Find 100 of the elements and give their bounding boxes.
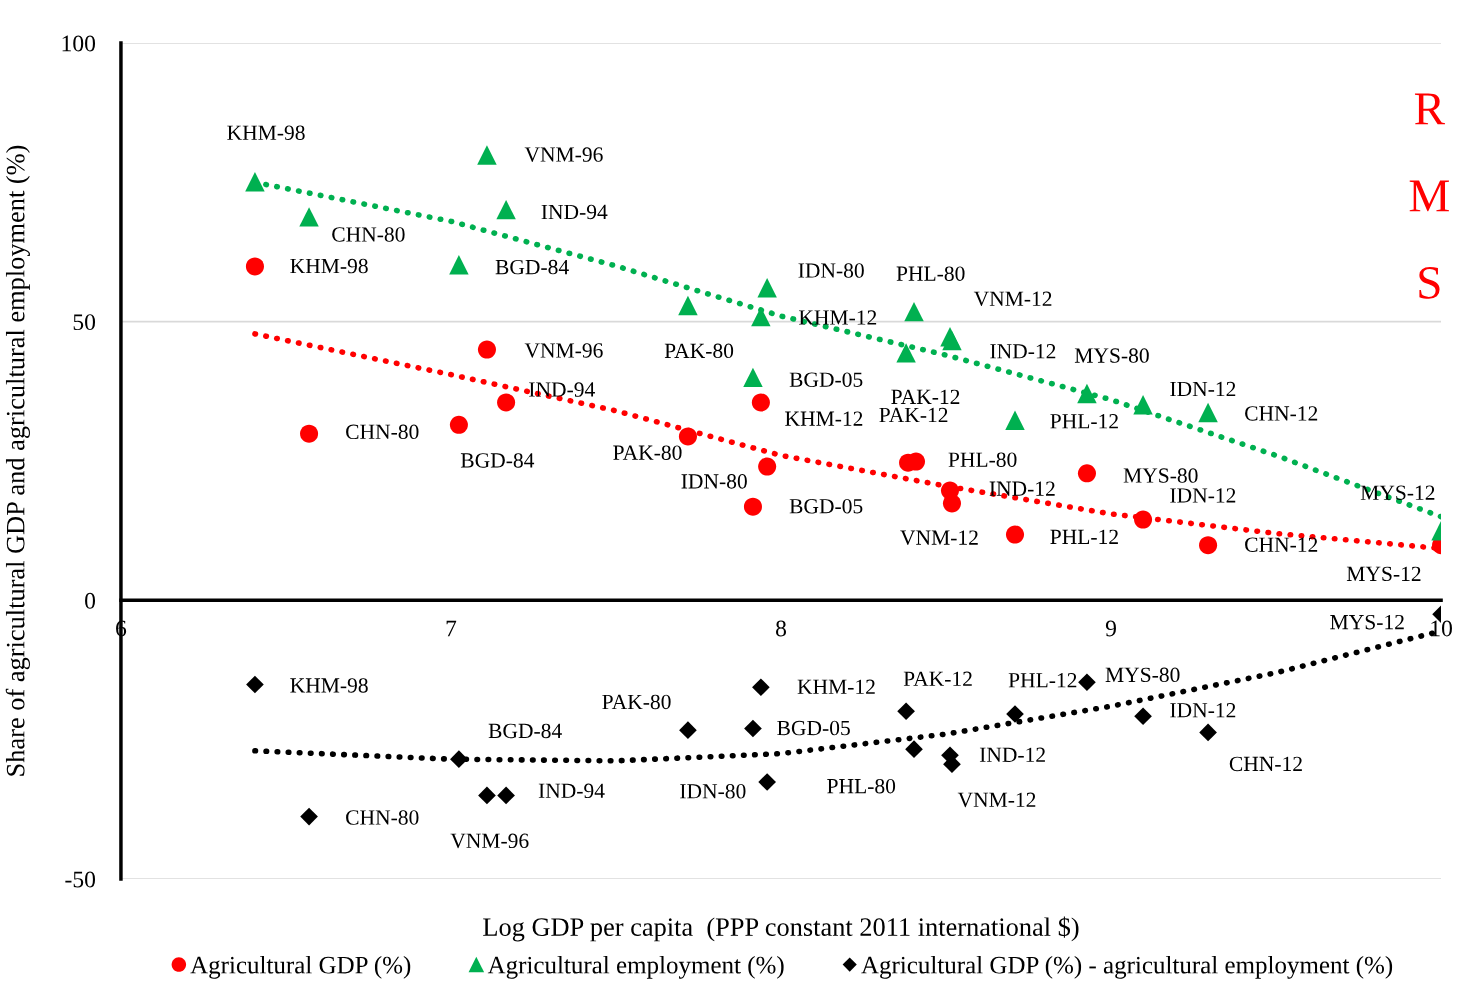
annotation: IDN-80 — [798, 263, 864, 278]
y-tick-label: -50 — [65, 871, 96, 888]
point — [1077, 383, 1097, 404]
y-tick-label: 100 — [62, 35, 96, 52]
annotation: KHM-12 — [799, 310, 877, 325]
point — [1005, 410, 1025, 431]
point — [299, 207, 319, 227]
point — [245, 172, 265, 192]
point — [478, 786, 496, 805]
annotation: CHN-12 — [1229, 756, 1302, 772]
point — [678, 427, 697, 446]
annotation: PAK-12 — [891, 389, 960, 404]
point — [477, 340, 496, 359]
annotation: MYS-80 — [1074, 348, 1149, 363]
point — [904, 301, 924, 322]
legend-label: Agricultural employment (%) — [487, 955, 784, 979]
point — [751, 393, 770, 412]
point — [497, 786, 515, 805]
annotation: IDN-12 — [1170, 381, 1236, 397]
legend-label: Agricultural GDP (%) - agricultural employment (%) — [861, 955, 1393, 979]
x-tick-label: 10 — [1431, 620, 1452, 637]
y-tick-label: 0 — [85, 592, 96, 609]
point — [1005, 525, 1025, 544]
point — [300, 424, 319, 443]
point — [497, 393, 516, 412]
annotation: IDN-12 — [1170, 703, 1236, 718]
annotation: PAK-80 — [664, 343, 734, 359]
y-axis-title: Share of agricultural GDP and agricultural employment (%) — [5, 145, 30, 776]
point — [758, 457, 777, 476]
annotation: BGD-05 — [777, 720, 850, 736]
annotation: CHN-12 — [1245, 406, 1318, 421]
annotation: IDN-80 — [680, 784, 746, 799]
annotation: IND-94 — [529, 382, 595, 397]
annotation: IDN-12 — [1170, 488, 1236, 503]
point — [1078, 673, 1096, 692]
annotation: PAK-80 — [613, 445, 682, 460]
annotation: BGD-84 — [488, 723, 562, 739]
point — [905, 740, 923, 758]
point — [246, 675, 264, 694]
annotation: CHN-80 — [346, 810, 419, 825]
annotation: KHM-98 — [290, 678, 368, 693]
point — [743, 497, 762, 516]
point — [679, 721, 697, 740]
annotation: VNM-96 — [524, 343, 603, 358]
annotation: PHL-80 — [827, 778, 896, 794]
point — [752, 678, 770, 697]
point — [897, 702, 915, 721]
annotation: MYS-80 — [1123, 468, 1198, 483]
annotation: MYS-12 — [1346, 566, 1421, 582]
annotation: IND-94 — [538, 783, 605, 799]
point — [496, 199, 516, 220]
point — [1134, 707, 1152, 726]
annotation: PHL-12 — [1050, 529, 1118, 544]
x-axis-title: Log GDP per capita (PPP constant 2011 international $) — [483, 916, 1079, 942]
point — [450, 750, 468, 769]
annotation: KHM-12 — [797, 679, 875, 694]
annotation: BGD-05 — [789, 372, 863, 387]
x-tick-label: 8 — [776, 620, 787, 637]
point — [449, 415, 468, 434]
point — [743, 367, 763, 388]
annotation: S — [1419, 267, 1440, 299]
point — [940, 481, 960, 500]
point — [1198, 402, 1218, 423]
point — [1077, 464, 1096, 483]
annotation: VNM-96 — [450, 833, 529, 849]
annotation: CHN-80 — [346, 424, 419, 440]
annotation: CHN-80 — [332, 227, 405, 242]
x-tick-label: 7 — [446, 620, 457, 637]
annotation: KHM-98 — [227, 125, 305, 140]
annotation: VNM-96 — [524, 147, 603, 162]
annotation: KHM-12 — [785, 411, 863, 426]
annotation: BGD-84 — [495, 259, 569, 275]
point — [1199, 536, 1218, 555]
point — [751, 306, 771, 327]
annotation: IND-12 — [990, 344, 1056, 359]
annotation: MYS-12 — [1330, 614, 1404, 630]
legend-label: Agricultural GDP (%) — [190, 955, 411, 979]
annotation: BGD-05 — [789, 498, 863, 514]
annotation: M — [1409, 180, 1449, 212]
annotation: CHN-12 — [1245, 537, 1318, 552]
annotation: VNM-12 — [957, 792, 1036, 808]
annotation: PHL-80 — [896, 266, 965, 281]
point — [757, 277, 777, 298]
point — [1199, 723, 1217, 742]
annotation: PAK-12 — [879, 407, 948, 423]
point — [1006, 705, 1024, 723]
annotation: PAK-12 — [903, 671, 972, 686]
point — [678, 295, 698, 316]
annotation: PHL-12 — [1008, 673, 1077, 688]
annotation: VNM-12 — [973, 291, 1052, 307]
point — [896, 343, 916, 363]
point — [300, 807, 318, 826]
annotation: PHL-12 — [1050, 414, 1118, 429]
point — [758, 773, 776, 791]
y-tick-label: 50 — [73, 314, 96, 331]
annotation: PAK-80 — [602, 694, 671, 710]
point — [1133, 394, 1153, 415]
annotation: IND-12 — [989, 481, 1055, 496]
point — [477, 145, 497, 165]
annotation: IND-12 — [979, 747, 1045, 762]
